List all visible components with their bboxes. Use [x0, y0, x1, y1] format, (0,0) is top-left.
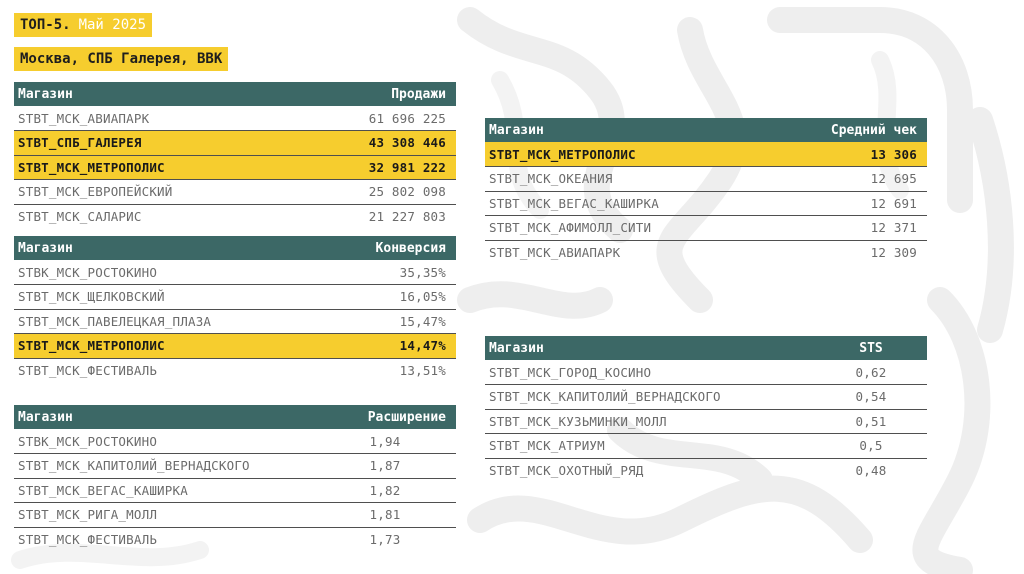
table-row: STBT_МСК_ФЕСТИВАЛЬ 13,51% — [14, 358, 456, 383]
table-row: STBT_МСК_ОКЕАНИЯ 12 695 — [485, 166, 927, 192]
table-row: STBT_МСК_АТРИУМ 0,5 — [485, 433, 927, 459]
metric-value: 1,81 — [314, 502, 456, 528]
expansion-table: Магазин Расширение STBK_МСК_РОСТОКИНО 1,9… — [14, 405, 456, 552]
metric-value: 35,35% — [314, 260, 456, 285]
table-row: STBT_МСК_ГОРОД_КОСИНО 0,62 — [485, 360, 927, 385]
metric-value: 0,54 — [815, 384, 927, 410]
table-row: STBT_СПБ_ГАЛЕРЕЯ 43 308 446 — [14, 130, 456, 156]
table-row: STBT_МСК_КАПИТОЛИЙ_ВЕРНАДСКОГО 1,87 — [14, 453, 456, 479]
store-name: STBT_МСК_РИГА_МОЛЛ — [14, 502, 314, 528]
avg-check-col-store: Магазин — [485, 118, 785, 142]
conversion-col-value: Конверсия — [314, 236, 456, 260]
store-name: STBT_МСК_АТРИУМ — [485, 433, 815, 459]
store-name: STBT_МСК_ВЕГАС_КАШИРКА — [485, 191, 785, 216]
table-row: STBT_МСК_МЕТРОПОЛИС 32 981 222 — [14, 155, 456, 180]
store-name: STBT_МСК_МЕТРОПОЛИС — [14, 333, 314, 359]
store-name: STBT_МСК_КАПИТОЛИЙ_ВЕРНАДСКОГО — [14, 453, 314, 479]
store-name: STBT_МСК_ВЕГАС_КАШИРКА — [14, 478, 314, 503]
metric-value: 14,47% — [314, 333, 456, 359]
conversion-table: Магазин Конверсия STBK_МСК_РОСТОКИНО 35,3… — [14, 236, 456, 383]
table-row: STBT_МСК_ОХОТНЫЙ_РЯД 0,48 — [485, 458, 927, 483]
table-row: STBT_МСК_ПАВЕЛЕЦКАЯ_ПЛАЗА 15,47% — [14, 309, 456, 334]
store-name: STBT_МСК_КАПИТОЛИЙ_ВЕРНАДСКОГО — [485, 384, 815, 410]
table-row: STBK_МСК_РОСТОКИНО 35,35% — [14, 260, 456, 285]
sts-col-value: STS — [815, 336, 927, 360]
sts-table: Магазин STS STBT_МСК_ГОРОД_КОСИНО 0,62 STB… — [485, 336, 927, 483]
expansion-col-value: Расширение — [314, 405, 456, 429]
table-row: STBT_МСК_АФИМОЛЛ_СИТИ 12 371 — [485, 215, 927, 241]
expansion-col-store: Магазин — [14, 405, 314, 429]
metric-value: 15,47% — [314, 309, 456, 334]
metric-value: 25 802 098 — [314, 179, 456, 205]
page-subtitle: Москва, СПБ Галерея, ВВК — [14, 47, 229, 71]
metric-value: 0,48 — [855, 463, 887, 478]
table-row: STBT_МСК_АВИАПАРК 12 309 — [485, 240, 927, 265]
sales-table: Магазин Продажи STBT_МСК_АВИАПАРК 61 696 … — [14, 82, 456, 229]
store-name: STBT_МСК_ОХОТНЫЙ_РЯД — [489, 463, 644, 478]
metric-value: 1,82 — [314, 478, 456, 503]
store-name: STBT_МСК_МЕТРОПОЛИС — [14, 155, 314, 180]
table-row: STBT_МСК_ФЕСТИВАЛЬ 1,73 — [14, 527, 456, 552]
metric-value: 61 696 225 — [314, 106, 456, 131]
store-name: STBT_МСК_КУЗЬМИНКИ_МОЛЛ — [485, 409, 815, 434]
avg-check-table: Магазин Средний чек STBT_МСК_МЕТРОПОЛИС 1… — [485, 118, 927, 265]
table-row: STBT_МСК_АВИАПАРК 61 696 225 — [14, 106, 456, 131]
metric-value: 12 309 — [870, 245, 917, 260]
table-row: STBT_МСК_КУЗЬМИНКИ_МОЛЛ 0,51 — [485, 409, 927, 434]
metric-value: 1,73 — [369, 532, 401, 547]
store-name: STBK_МСК_РОСТОКИНО — [14, 429, 314, 454]
table-row: STBK_МСК_РОСТОКИНО 1,94 — [14, 429, 456, 454]
store-name: STBT_МСК_ФЕСТИВАЛЬ — [18, 532, 158, 547]
store-name: STBT_МСК_ОКЕАНИЯ — [485, 166, 785, 192]
metric-value: 12 695 — [785, 166, 927, 192]
metric-value: 13,51% — [399, 363, 446, 378]
store-name: STBT_МСК_АВИАПАРК — [489, 245, 621, 260]
store-name: STBT_МСК_ЕВРОПЕЙСКИЙ — [14, 179, 314, 205]
table-row: STBT_МСК_МЕТРОПОЛИС 13 306 — [485, 142, 927, 167]
store-name: STBT_МСК_ПАВЕЛЕЦКАЯ_ПЛАЗА — [14, 309, 314, 334]
title-text: ТОП-5. — [20, 17, 71, 33]
metric-value: 13 306 — [785, 142, 927, 167]
table-row: STBT_МСК_ВЕГАС_КАШИРКА 1,82 — [14, 478, 456, 503]
store-name: STBT_МСК_АВИАПАРК — [14, 106, 314, 131]
table-row: STBT_МСК_ЩЕЛКОВСКИЙ 16,05% — [14, 284, 456, 310]
metric-value: 12 371 — [785, 215, 927, 241]
metric-value: 21 227 803 — [368, 209, 446, 224]
store-name: STBT_МСК_ЩЕЛКОВСКИЙ — [14, 284, 314, 310]
sts-col-store: Магазин — [485, 336, 815, 360]
metric-value: 0,51 — [815, 409, 927, 434]
metric-value: 0,62 — [815, 360, 927, 385]
table-row: STBT_МСК_КАПИТОЛИЙ_ВЕРНАДСКОГО 0,54 — [485, 384, 927, 410]
page-title: ТОП-5. Май 2025 — [14, 13, 153, 37]
avg-check-col-value: Средний чек — [785, 118, 927, 142]
metric-value: 1,94 — [314, 429, 456, 454]
metric-value: 1,87 — [314, 453, 456, 479]
table-row: STBT_МСК_РИГА_МОЛЛ 1,81 — [14, 502, 456, 528]
conversion-col-store: Магазин — [14, 236, 314, 260]
table-row: STBT_МСК_МЕТРОПОЛИС 14,47% — [14, 333, 456, 359]
store-name: STBT_МСК_ФЕСТИВАЛЬ — [18, 363, 158, 378]
metric-value: 12 691 — [785, 191, 927, 216]
sales-col-value: Продажи — [314, 82, 456, 106]
metric-value: 16,05% — [314, 284, 456, 310]
table-row: STBT_МСК_САЛАРИС 21 227 803 — [14, 204, 456, 229]
sales-col-store: Магазин — [14, 82, 314, 106]
table-row: STBT_МСК_ЕВРОПЕЙСКИЙ 25 802 098 — [14, 179, 456, 205]
store-name: STBT_СПБ_ГАЛЕРЕЯ — [14, 130, 314, 156]
metric-value: 32 981 222 — [314, 155, 456, 180]
store-name: STBT_МСК_ГОРОД_КОСИНО — [485, 360, 815, 385]
metric-value: 0,5 — [815, 433, 927, 459]
store-name: STBT_МСК_САЛАРИС — [18, 209, 142, 224]
store-name: STBT_МСК_АФИМОЛЛ_СИТИ — [485, 215, 785, 241]
store-name: STBT_МСК_МЕТРОПОЛИС — [485, 142, 785, 167]
table-row: STBT_МСК_ВЕГАС_КАШИРКА 12 691 — [485, 191, 927, 216]
store-name: STBK_МСК_РОСТОКИНО — [14, 260, 314, 285]
metric-value: 43 308 446 — [314, 130, 456, 156]
title-month: Май 2025 — [78, 17, 147, 33]
